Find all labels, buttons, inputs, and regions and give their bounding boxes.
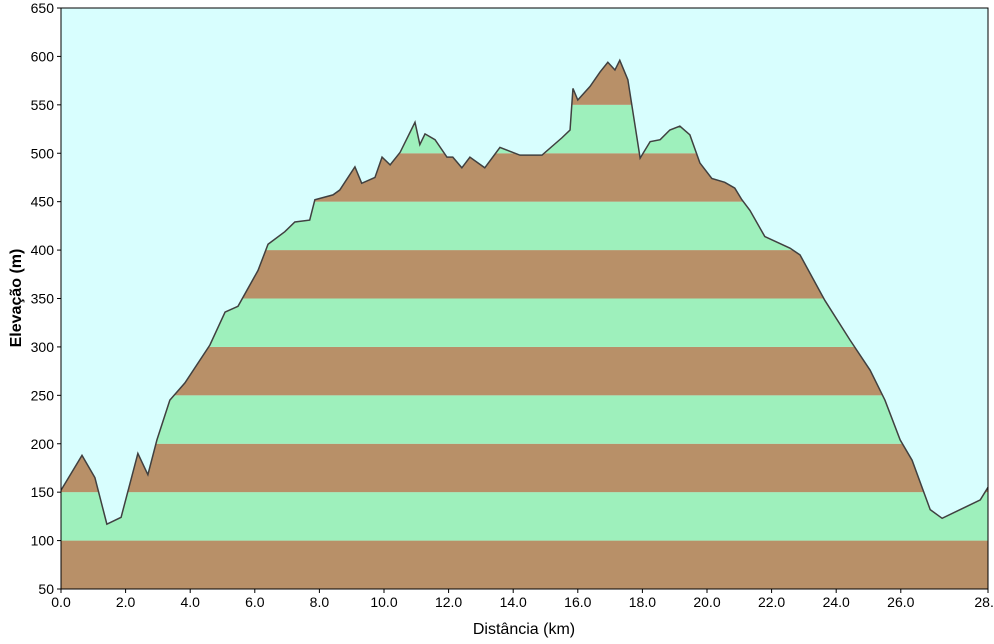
band <box>61 395 988 444</box>
x-tick-label: 12.0 <box>435 594 462 610</box>
x-tick-label: 8.0 <box>310 594 330 610</box>
x-axis-label: Distância (km) <box>473 621 575 638</box>
x-tick-label: 18.0 <box>629 594 656 610</box>
y-tick-label: 450 <box>31 194 55 210</box>
y-tick-label: 150 <box>31 484 55 500</box>
x-tick-label: 24.0 <box>823 594 850 610</box>
band <box>61 443 988 493</box>
y-tick-label: 100 <box>31 533 55 549</box>
y-tick-label: 400 <box>31 242 55 258</box>
band <box>61 492 988 541</box>
y-tick-label: 200 <box>31 436 55 452</box>
band <box>61 346 988 396</box>
x-tick-label: 10.0 <box>370 594 397 610</box>
y-axis-label: Elevação (m) <box>8 249 25 348</box>
y-tick-label: 50 <box>38 581 54 597</box>
x-tick-label: 16.0 <box>564 594 591 610</box>
y-tick-label: 500 <box>31 145 55 161</box>
x-tick-label: 4.0 <box>180 594 200 610</box>
x-tick-label: 0.0 <box>51 594 71 610</box>
x-tick-label: 2.0 <box>116 594 136 610</box>
x-tick-label: 22.0 <box>758 594 785 610</box>
x-tick-label: 26.0 <box>887 594 914 610</box>
y-tick-label: 300 <box>31 339 55 355</box>
x-tick-label: 20.0 <box>693 594 720 610</box>
x-tick-label: 28.7 <box>974 594 994 610</box>
y-tick-label: 650 <box>31 0 55 16</box>
elevation-profile <box>60 58 989 526</box>
band <box>61 540 988 589</box>
y-tick-label: 550 <box>31 97 55 113</box>
y-tick-label: 350 <box>31 291 55 307</box>
x-tick-label: 14.0 <box>500 594 527 610</box>
y-tick-label: 250 <box>31 387 55 403</box>
y-tick-label: 600 <box>31 48 55 64</box>
x-tick-label: 6.0 <box>245 594 265 610</box>
